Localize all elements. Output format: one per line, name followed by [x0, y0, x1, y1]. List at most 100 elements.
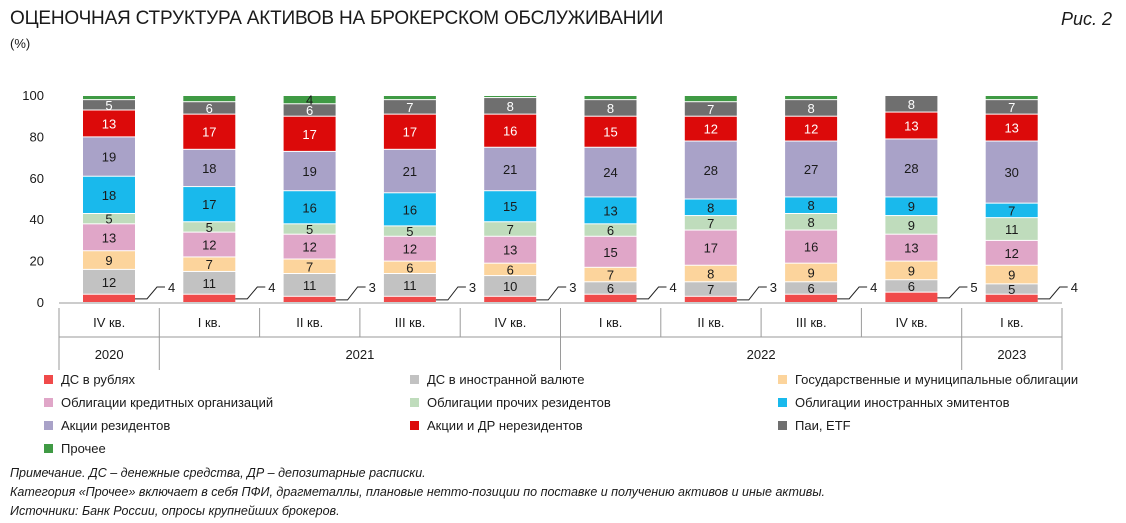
data-label: 8: [807, 198, 814, 213]
bar-segment: [584, 236, 637, 267]
bar-segment: [383, 193, 436, 226]
legend-item: ДС в иностранной валюте: [410, 372, 584, 387]
y-tick-label: 100: [22, 88, 44, 103]
data-label: 12: [1004, 246, 1018, 261]
bar-segment: [383, 96, 436, 100]
data-label: 9: [908, 199, 915, 214]
chart-title: ОЦЕНОЧНАЯ СТРУКТУРА АКТИВОВ НА БРОКЕРСКО…: [10, 8, 664, 29]
bar-segment: [584, 197, 637, 224]
data-label: 5: [306, 222, 313, 237]
bar-segment: [985, 265, 1038, 284]
bar-segment: [383, 149, 436, 193]
bar-segment: [283, 96, 336, 104]
data-label: 4: [168, 280, 175, 295]
legend-swatch: [44, 398, 53, 407]
data-label: 15: [603, 125, 617, 140]
legend-swatch: [44, 444, 53, 453]
bar-segment: [985, 96, 1038, 100]
bar-segment: [985, 100, 1038, 114]
bar-segment: [885, 292, 938, 302]
data-label: 5: [105, 98, 112, 113]
x-tick-label: IV кв.: [93, 315, 125, 330]
legend-label: Прочее: [61, 441, 106, 456]
label-leader-line: [1037, 286, 1068, 300]
data-label: 5: [206, 220, 213, 235]
data-label: 8: [908, 97, 915, 112]
bar-segment: [183, 271, 236, 294]
data-label: 15: [503, 199, 517, 214]
data-label: 16: [302, 200, 316, 215]
bar-segment: [283, 274, 336, 296]
data-label: 6: [908, 279, 915, 294]
legend-item: Акции резидентов: [44, 418, 170, 433]
bar-segment: [684, 230, 737, 265]
x-tick-label: III кв.: [796, 315, 827, 330]
data-label: 13: [904, 119, 918, 134]
unit-label: (%): [10, 36, 31, 51]
data-label: 11: [403, 278, 417, 293]
data-label: 12: [302, 240, 316, 255]
label-leader-line: [335, 286, 366, 301]
bar-segment: [584, 282, 637, 294]
bar-segment: [183, 96, 236, 102]
bar-segment: [785, 294, 838, 302]
bar-segment: [885, 112, 938, 139]
legend-swatch: [410, 398, 419, 407]
x-tick-label: IV кв.: [494, 315, 526, 330]
x-tick-label: II кв.: [697, 315, 724, 330]
data-label: 8: [707, 267, 714, 282]
bar-segment: [83, 100, 135, 110]
bar-segment: [785, 282, 838, 294]
bar-segment: [484, 96, 537, 98]
bar-segment: [83, 96, 135, 100]
bar-segment: [785, 230, 838, 263]
bar-segment: [985, 203, 1038, 218]
data-label: 9: [908, 263, 915, 278]
data-label: 8: [507, 99, 514, 114]
bar-segment: [484, 296, 537, 302]
y-tick-label: 80: [30, 129, 44, 144]
legend-item: Паи, ETF: [778, 418, 851, 433]
bar-segment: [283, 104, 336, 116]
bar-segment: [283, 234, 336, 259]
bar-segment: [885, 216, 938, 234]
bar-segment: [985, 284, 1038, 294]
bar-segment: [383, 114, 436, 149]
data-label: 30: [1004, 165, 1018, 180]
bar-segment: [985, 294, 1038, 302]
label-leader-line: [736, 286, 767, 301]
legend-label: Облигации прочих резидентов: [427, 395, 611, 410]
bar-segment: [885, 280, 938, 292]
bar-segment: [584, 96, 637, 100]
data-label: 6: [306, 103, 313, 118]
data-label: 21: [503, 162, 517, 177]
label-leader-line: [837, 286, 868, 300]
legend-swatch: [410, 375, 419, 384]
legend-swatch: [410, 421, 419, 430]
label-leader-line: [536, 286, 567, 301]
data-label: 16: [403, 202, 417, 217]
legend-label: ДС в рублях: [61, 372, 136, 387]
data-label: 12: [202, 238, 216, 253]
bar-segment: [83, 176, 135, 213]
bar-segment: [283, 224, 336, 234]
data-label: 7: [306, 259, 313, 274]
bar-segment: [885, 139, 938, 197]
data-label: 13: [102, 230, 116, 245]
x-tick-label: IV кв.: [895, 315, 927, 330]
data-label: 5: [406, 224, 413, 239]
y-tick-label: 40: [30, 212, 44, 227]
bar-segment: [183, 294, 236, 302]
bar-segment: [684, 96, 737, 102]
bar-segment: [83, 224, 135, 251]
data-label: 3: [369, 280, 376, 295]
data-label: 13: [1004, 121, 1018, 136]
bar-segment: [383, 261, 436, 274]
legend-label: Облигации кредитных организаций: [61, 395, 274, 410]
label-leader-line: [636, 286, 667, 300]
data-label: 12: [102, 275, 116, 290]
notes: Примечание. ДС – денежные средства, ДР –…: [10, 464, 825, 521]
data-label: 4: [870, 280, 877, 295]
data-label: 17: [302, 127, 316, 142]
